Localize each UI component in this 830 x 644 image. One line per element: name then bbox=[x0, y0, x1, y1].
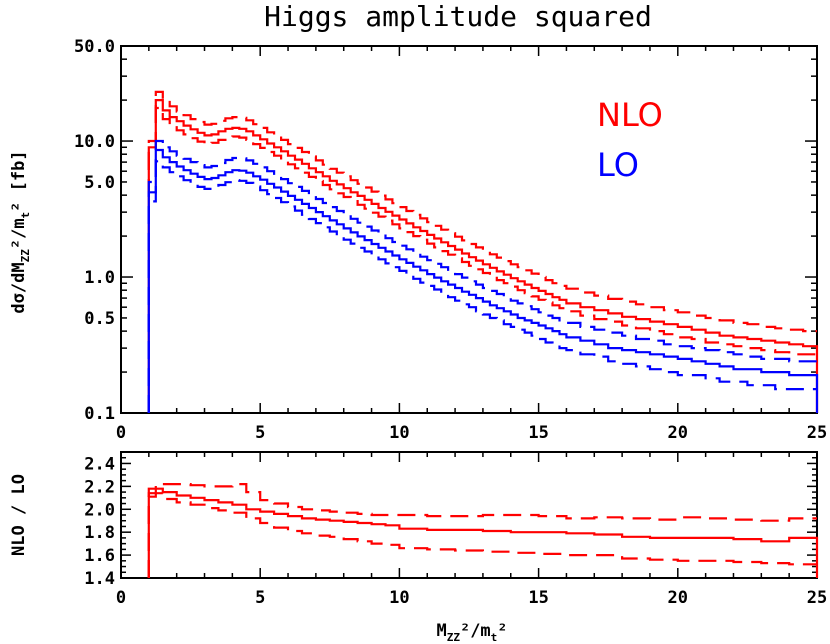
series-line-nlo-upper bbox=[147, 90, 817, 413]
x-tick-label: 25 bbox=[807, 423, 827, 443]
y-tick-label: 2.0 bbox=[84, 500, 115, 520]
ratio-plot-frame bbox=[120, 451, 818, 579]
legend-label-nlo: NLO bbox=[597, 96, 663, 134]
main-plot-ticks bbox=[120, 45, 818, 414]
main-y-axis-label: dσ/dMZZ²/mt² [fb] bbox=[9, 150, 32, 313]
main-plot: 0 5 10 15 20 25 0.1 0.5 1.0 5.0 10.0 50.0 bbox=[74, 37, 827, 443]
legend-label-lo: LO bbox=[597, 146, 639, 184]
series-line-lo bbox=[147, 148, 819, 413]
series-line-nlo-lower bbox=[147, 106, 817, 413]
ratio-plot-ticks bbox=[120, 451, 818, 579]
ratio-plot-series bbox=[147, 483, 819, 578]
main-plot-frame bbox=[120, 45, 818, 414]
series-line-nlo bbox=[147, 99, 819, 413]
main-plot-series bbox=[147, 90, 819, 413]
y-tick-label: 1.0 bbox=[84, 268, 115, 288]
x-tick-label: 0 bbox=[116, 588, 126, 608]
y-tick-label: 10.0 bbox=[74, 132, 115, 152]
ratio-y-axis-label: NLO / LO bbox=[9, 474, 29, 556]
y-tick-label: 2.4 bbox=[84, 454, 115, 474]
x-tick-label: 20 bbox=[668, 423, 688, 443]
series-line-ratio-lower bbox=[147, 492, 817, 578]
y-tick-label: 1.6 bbox=[84, 546, 115, 566]
chart-title: Higgs amplitude squared bbox=[264, 0, 652, 33]
x-tick-label: 10 bbox=[389, 588, 409, 608]
x-tick-label: 20 bbox=[668, 588, 688, 608]
x-axis-label: MZZ²/mt² bbox=[436, 621, 507, 644]
y-tick-label: 50.0 bbox=[74, 37, 115, 57]
x-tick-label: 5 bbox=[255, 588, 265, 608]
ratio-plot: 0 5 10 15 20 25 1.4 1.6 1.8 2.0 2.2 2.4 bbox=[84, 451, 827, 608]
x-tick-label: 5 bbox=[255, 423, 265, 443]
x-tick-label: 15 bbox=[528, 423, 548, 443]
series-line-ratio bbox=[147, 487, 819, 578]
series-line-ratio-upper bbox=[147, 483, 817, 578]
series-line-lo-upper bbox=[147, 139, 817, 413]
y-tick-label: 1.4 bbox=[84, 569, 115, 589]
main-plot-tick-labels: 0 5 10 15 20 25 0.1 0.5 1.0 5.0 10.0 50.0 bbox=[74, 37, 827, 443]
ratio-plot-tick-labels: 0 5 10 15 20 25 1.4 1.6 1.8 2.0 2.2 2.4 bbox=[84, 454, 827, 608]
x-tick-label: 25 bbox=[807, 588, 827, 608]
y-tick-label: 2.2 bbox=[84, 477, 115, 497]
y-tick-label: 1.8 bbox=[84, 523, 115, 543]
x-tick-label: 10 bbox=[389, 423, 409, 443]
x-tick-label: 15 bbox=[528, 588, 548, 608]
x-tick-label: 0 bbox=[116, 423, 126, 443]
y-tick-label: 5.0 bbox=[84, 173, 115, 193]
series-line-lo-lower bbox=[147, 160, 817, 413]
y-tick-label: 0.5 bbox=[84, 309, 115, 329]
y-tick-label: 0.1 bbox=[84, 404, 115, 424]
